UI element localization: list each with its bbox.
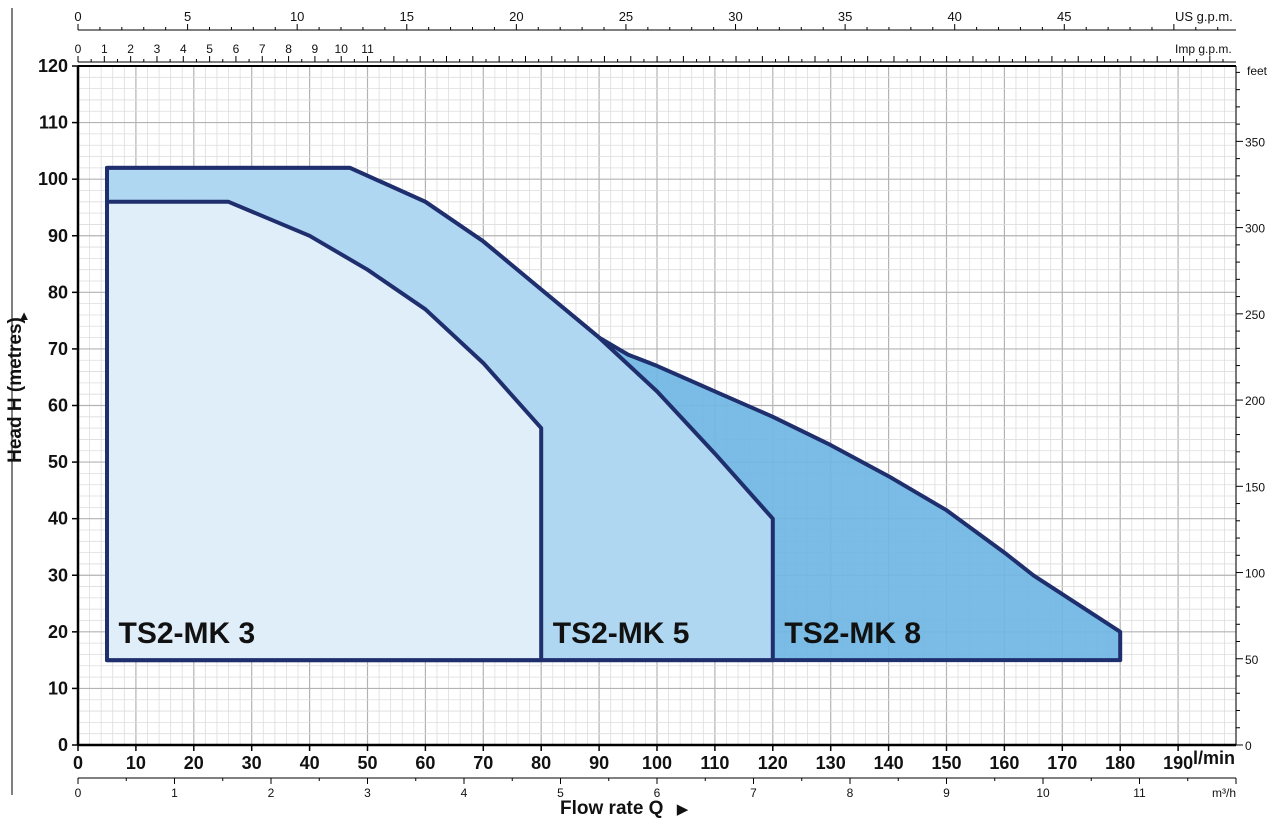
x-tick-label: 110 [700, 753, 729, 773]
right-feet-tick-label: 200 [1245, 394, 1265, 408]
y-tick-label: 120 [38, 56, 68, 76]
top-unit-us-gpm: US g.p.m. [1175, 9, 1233, 24]
x-tick-label: 170 [1047, 753, 1077, 773]
series-label: TS2-MK 5 [553, 617, 690, 650]
x-axis-label-text: Flow rate Q [560, 798, 664, 819]
top-us-tick-label: 40 [947, 9, 961, 24]
top-imp-tick-label: 5 [206, 42, 213, 56]
y-tick-label: 80 [48, 282, 68, 302]
x-tick-label: 120 [758, 753, 788, 773]
top-us-tick-label: 30 [728, 9, 742, 24]
y-arrow-icon: ▲ [18, 308, 31, 323]
y-tick-label: 10 [48, 678, 68, 698]
y-tick-label: 0 [58, 735, 68, 755]
right-feet-tick-label: 250 [1245, 308, 1265, 322]
y-tick-label: 40 [48, 509, 68, 529]
right-feet-tick-label: 350 [1245, 135, 1265, 149]
top-us-tick-label: 25 [619, 9, 633, 24]
x-tick-label: 160 [989, 753, 1019, 773]
top-imp-tick-label: 10 [335, 42, 349, 56]
x-tick-label: 60 [415, 753, 435, 773]
top-us-tick-label: 10 [290, 9, 304, 24]
top-us-tick-label: 0 [74, 9, 81, 24]
bottom-m3h-tick-label: 4 [461, 786, 468, 800]
x-tick-label: 20 [184, 753, 204, 773]
top-us-tick-label: 20 [509, 9, 523, 24]
bottom-unit-m3h: m³/h [1212, 786, 1236, 800]
y-tick-label: 30 [48, 565, 68, 585]
x-tick-label: 150 [931, 753, 961, 773]
top-imp-tick-label: 3 [154, 42, 161, 56]
y-tick-label: 60 [48, 396, 68, 416]
x-unit-lmin: l/min [1193, 748, 1236, 768]
x-tick-label: 40 [300, 753, 320, 773]
bottom-m3h-tick-label: 8 [847, 786, 854, 800]
top-us-tick-label: 35 [838, 9, 852, 24]
bottom-m3h-tick-label: 7 [750, 786, 757, 800]
x-tick-label: 0 [73, 753, 83, 773]
x-tick-label: 80 [531, 753, 551, 773]
bottom-m3h-tick-label: 6 [654, 786, 661, 800]
y-tick-label: 20 [48, 622, 68, 642]
x-arrow-icon: ▶ [676, 801, 689, 818]
series-label: TS2-MK 8 [784, 617, 921, 650]
x-tick-label: 140 [874, 753, 904, 773]
top-unit-imp-gpm: Imp g.p.m. [1175, 42, 1232, 56]
bottom-m3h-tick-label: 9 [943, 786, 950, 800]
top-imp-tick-label: 0 [75, 42, 82, 56]
bottom-m3h-tick-label: 3 [364, 786, 371, 800]
right-feet-tick-label: 100 [1245, 567, 1265, 581]
top-imp-tick-label: 11 [361, 42, 374, 56]
bottom-m3h-tick-label: 2 [268, 786, 275, 800]
x-tick-label: 100 [642, 753, 672, 773]
top-us-tick-label: 45 [1057, 9, 1071, 24]
right-feet-tick-label: 50 [1245, 653, 1259, 667]
top-us-tick-label: 5 [184, 9, 191, 24]
y-tick-label: 110 [39, 113, 68, 133]
bottom-m3h-tick-label: 1 [171, 786, 178, 800]
x-axis-label: Flow rate Q ▶ [560, 798, 688, 820]
y-axis-label: Head H (metres) [5, 317, 26, 463]
bottom-m3h-tick-label: 0 [75, 786, 82, 800]
top-us-tick-label: 15 [400, 9, 414, 24]
area-ts2-mk-3 [105, 199, 544, 663]
bottom-m3h-tick-label: 5 [557, 786, 564, 800]
y-tick-label: 90 [48, 226, 68, 246]
x-tick-label: 180 [1105, 753, 1135, 773]
top-imp-tick-label: 1 [101, 42, 108, 56]
right-feet-tick-label: 0 [1245, 739, 1252, 753]
y-tick-label: 50 [48, 452, 68, 472]
top-imp-tick-label: 4 [180, 42, 187, 56]
y-tick-label: 100 [38, 169, 68, 189]
top-imp-tick-label: 2 [127, 42, 134, 56]
top-imp-tick-label: 8 [285, 42, 292, 56]
top-imp-tick-label: 6 [233, 42, 240, 56]
x-tick-label: 10 [126, 753, 146, 773]
right-feet-tick-label: 300 [1245, 222, 1265, 236]
y-tick-label: 70 [48, 339, 68, 359]
top-imp-tick-label: 9 [312, 42, 319, 56]
series-label: TS2-MK 3 [119, 617, 256, 650]
y-axis-label-box: Head H (metres) [5, 240, 26, 540]
x-tick-label: 30 [242, 753, 262, 773]
bottom-m3h-tick-label: 11 [1133, 786, 1146, 800]
x-tick-label: 50 [357, 753, 377, 773]
bottom-m3h-tick-label: 10 [1036, 786, 1050, 800]
x-tick-label: 190 [1163, 753, 1193, 773]
x-tick-label: 70 [473, 753, 493, 773]
x-tick-label: 130 [816, 753, 846, 773]
x-tick-label: 90 [589, 753, 609, 773]
top-imp-tick-label: 7 [259, 42, 266, 56]
right-feet-tick-label: 150 [1245, 480, 1265, 494]
y-unit-feet: feet [1247, 64, 1268, 78]
